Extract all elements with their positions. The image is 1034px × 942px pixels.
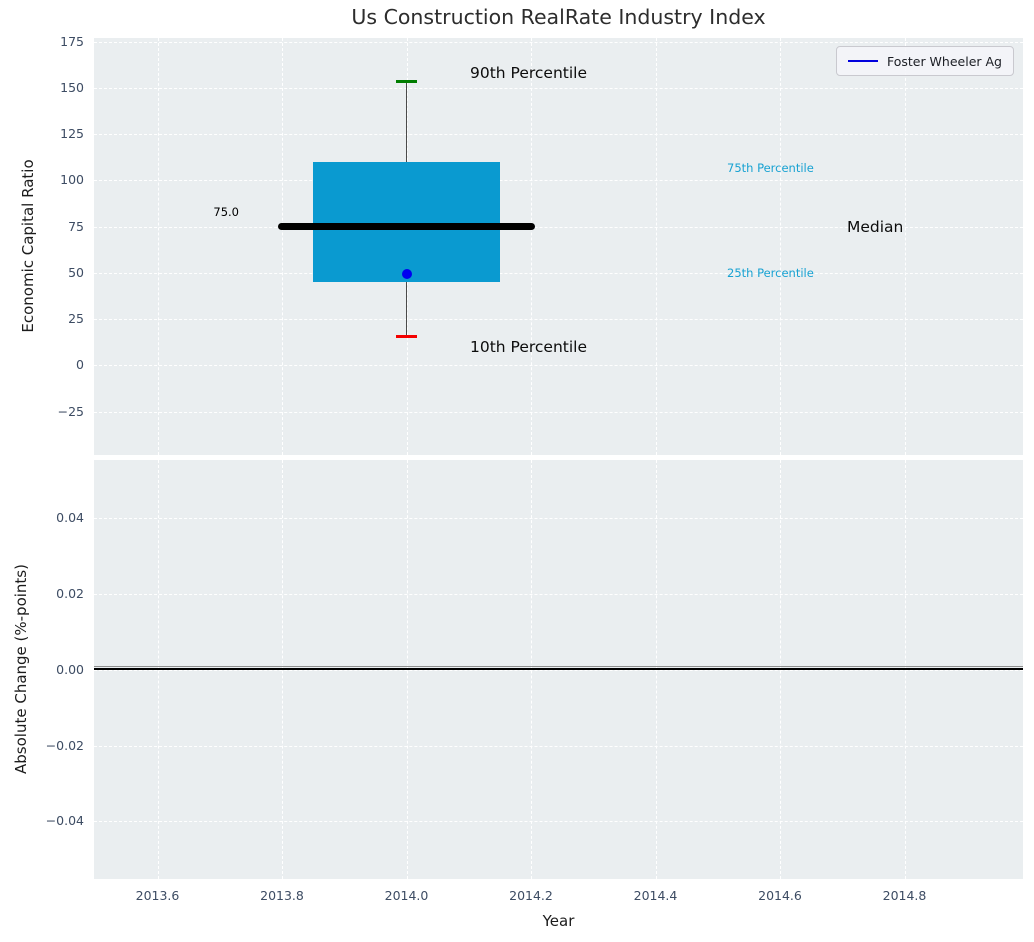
x-tick-label: 2014.8 bbox=[882, 888, 927, 903]
bottom-y-tick-label: −0.02 bbox=[45, 737, 84, 753]
gridline bbox=[94, 180, 1023, 182]
x-tick-label: 2013.6 bbox=[135, 888, 180, 903]
top-y-tick-label: 25 bbox=[68, 311, 84, 327]
gridline bbox=[94, 411, 1023, 413]
company-point bbox=[401, 269, 412, 279]
p75-annotation: 75th Percentile bbox=[727, 161, 814, 175]
legend-label: Foster Wheeler Ag bbox=[886, 53, 1002, 69]
legend-line-swatch bbox=[847, 59, 878, 63]
gridline bbox=[94, 669, 1023, 671]
median-value-label: 75.0 bbox=[213, 205, 239, 219]
top-y-tick-label: 75 bbox=[68, 218, 84, 234]
top-y-tick-label: 50 bbox=[68, 264, 84, 280]
gridline bbox=[655, 38, 657, 455]
gridline bbox=[94, 41, 1023, 43]
top-y-tick-label: 0 bbox=[76, 357, 84, 373]
gridline bbox=[157, 38, 159, 455]
x-tick-label: 2014.2 bbox=[509, 888, 553, 903]
p10-whisker-cap bbox=[396, 335, 417, 338]
gridline bbox=[94, 226, 1023, 228]
p10-annotation: 10th Percentile bbox=[470, 338, 588, 356]
gridline bbox=[531, 38, 532, 455]
top-y-tick-label: 100 bbox=[60, 172, 84, 188]
top-y-tick-label: 150 bbox=[60, 79, 84, 95]
gridline bbox=[94, 319, 1023, 321]
bottom-axes bbox=[94, 460, 1023, 879]
gridline bbox=[282, 38, 283, 455]
median-line bbox=[278, 223, 535, 230]
x-tick-label: 2014.6 bbox=[758, 888, 802, 903]
gridline bbox=[94, 87, 1023, 89]
median-annotation: Median bbox=[847, 218, 904, 236]
chart-title: Us Construction RealRate Industry Index bbox=[351, 5, 766, 29]
p90-whisker-cap bbox=[396, 80, 417, 83]
change-line bbox=[94, 666, 1023, 667]
x-tick-label: 2014.4 bbox=[633, 888, 678, 903]
gridline bbox=[94, 365, 1023, 367]
p25-annotation: 25th Percentile bbox=[727, 266, 814, 280]
bottom-y-tick-label: 0.02 bbox=[56, 586, 84, 602]
top-axes: 75.0 90th Percentile 10th Percentile 75t… bbox=[94, 38, 1023, 455]
gridline bbox=[94, 518, 1023, 520]
bottom-y-tick-label: 0.04 bbox=[56, 510, 84, 526]
bottom-y-tick-label: −0.04 bbox=[45, 813, 84, 829]
top-y-tick-label: −25 bbox=[57, 403, 84, 419]
zero-line bbox=[94, 668, 1023, 670]
gridline bbox=[780, 38, 781, 455]
gridline bbox=[94, 745, 1023, 747]
bottom-y-tick-label: 0.00 bbox=[56, 661, 84, 677]
x-axis-label: Year bbox=[542, 912, 575, 930]
top-y-tick-label: 175 bbox=[60, 33, 84, 49]
p90-annotation: 90th Percentile bbox=[470, 64, 588, 82]
x-tick-label: 2013.8 bbox=[260, 888, 304, 903]
gridline bbox=[904, 38, 906, 455]
gridline bbox=[94, 821, 1023, 823]
gridline bbox=[94, 594, 1023, 596]
x-tick-label: 2014.0 bbox=[384, 888, 429, 903]
iqr-box bbox=[313, 162, 500, 282]
legend: Foster Wheeler Ag bbox=[835, 46, 1014, 76]
top-y-tick-label: 125 bbox=[60, 126, 84, 142]
gridline bbox=[94, 134, 1023, 136]
gridline bbox=[94, 272, 1023, 274]
